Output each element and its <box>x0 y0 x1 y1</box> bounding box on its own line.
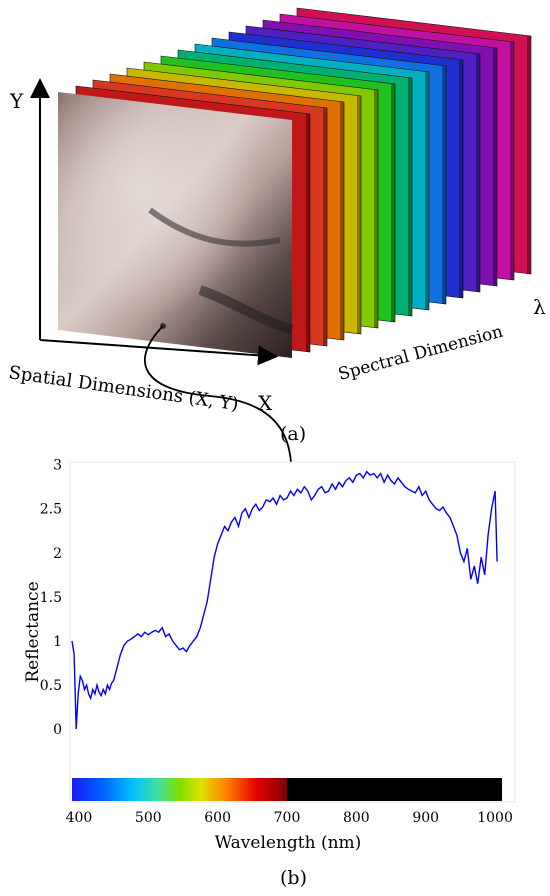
y-tick-label: 1 <box>53 634 62 650</box>
visible-spectrum-bar <box>72 778 287 801</box>
x-tick-label: 500 <box>135 810 162 826</box>
series-line <box>71 470 498 730</box>
y-tick-label: 0.5 <box>40 678 62 694</box>
x-axis-title: Wavelength (nm) <box>215 833 362 853</box>
lambda-label: λ <box>533 295 546 319</box>
spectral-band-edge <box>527 36 531 274</box>
y-axis-title: Reflectance <box>23 581 43 682</box>
nir-spectrum-bar <box>287 778 502 801</box>
caption-b: (b) <box>280 867 307 889</box>
spectral-band-edge <box>374 90 378 328</box>
y-tick-label: 0 <box>53 722 62 738</box>
x-tick-label: 1000 <box>477 810 513 826</box>
hypercube-panel: Y X λ Spatial Dimensions (X, Y) Spectral… <box>7 7 546 529</box>
spectral-band-edge <box>425 72 429 310</box>
x-tick-label: 800 <box>343 810 370 826</box>
spectrum-chart: 0 0.5 1 1.5 2 2.5 3 400 500 600 700 800 900 1000 Ref… <box>23 458 516 889</box>
caption-a: (a) <box>280 423 306 445</box>
y-tick-label: 2.5 <box>40 502 62 518</box>
spectral-band-edge <box>306 114 310 352</box>
y-tick-label: 1.5 <box>40 590 62 606</box>
spectral-band-edge <box>323 108 327 346</box>
spectral-band-edge <box>442 66 446 304</box>
spectral-band-edge <box>510 42 514 280</box>
x-ticks: 400 500 600 700 800 900 1000 <box>66 810 513 826</box>
tissue-image <box>58 92 294 358</box>
y-tick-label: 3 <box>53 458 62 474</box>
spectral-band-edge <box>340 102 344 340</box>
x-tick-label: 400 <box>66 810 93 826</box>
x-tick-label: 600 <box>204 810 231 826</box>
chart-plot-area <box>69 461 516 803</box>
y-tick-label: 2 <box>53 546 62 562</box>
x-tick-label: 900 <box>412 810 439 826</box>
x-axis-label: X <box>258 391 273 415</box>
spectral-band-edge <box>476 54 480 292</box>
spatial-dimensions-label: Spatial Dimensions (X, Y) <box>7 362 240 415</box>
x-axis-line <box>39 339 278 366</box>
spectral-dimension-label: Spectral Dimension <box>336 322 505 385</box>
y-axis-label: Y <box>9 89 24 113</box>
spectral-band-edge <box>408 78 412 316</box>
y-ticks: 0 0.5 1 1.5 2 2.5 3 <box>40 458 62 739</box>
x-tick-label: 700 <box>274 810 301 826</box>
spectral-band-edge <box>357 96 361 334</box>
spectral-band-edge <box>493 48 497 286</box>
spectral-band-edge <box>459 60 463 298</box>
spectral-band-edge <box>391 84 395 322</box>
